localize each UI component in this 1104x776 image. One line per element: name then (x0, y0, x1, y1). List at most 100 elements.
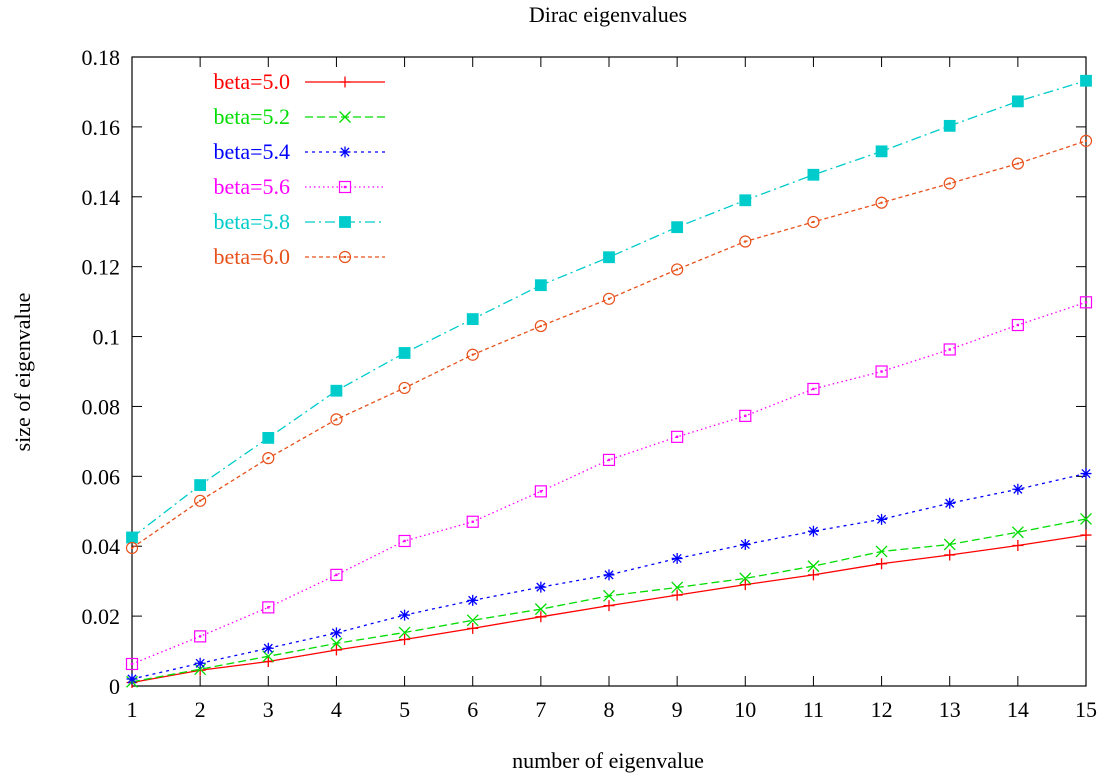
data-point-circle-open (943, 177, 956, 190)
data-point-square-dot (948, 348, 951, 351)
data-point-circle-dot (744, 240, 747, 243)
series-beta-5-8 (126, 74, 1092, 544)
data-point-circle-dot (1084, 139, 1088, 143)
data-point-square-filled (339, 216, 351, 228)
data-point-circle-dot (1016, 162, 1020, 165)
data-point-star (194, 657, 206, 669)
series-layer (125, 74, 1093, 689)
data-point-circle-open (602, 292, 616, 305)
data-point-square-dot (812, 387, 815, 391)
data-point-star (262, 642, 274, 654)
data-point-square-open (262, 601, 275, 614)
x-tick-label: 15 (1075, 697, 1097, 722)
data-point-plus (876, 558, 888, 570)
data-point-star (1012, 483, 1024, 495)
y-tick-label: 0.18 (82, 45, 121, 70)
data-point-square-filled (126, 531, 138, 544)
data-point-square-filled (466, 313, 479, 325)
data-point-square-filled (534, 279, 547, 292)
data-point-cross (1011, 526, 1024, 539)
x-tick-label: 6 (467, 697, 478, 722)
data-point-star (1080, 468, 1092, 480)
data-point-cross (1080, 513, 1092, 525)
data-point-plus (399, 634, 411, 646)
data-point-square-open (739, 409, 752, 422)
data-point-square-dot (335, 573, 338, 577)
legend-label: beta=5.6 (213, 174, 290, 199)
data-point-circle-dot (267, 456, 270, 460)
data-point-star (603, 569, 615, 581)
data-point-circle-dot (403, 386, 406, 390)
x-tick-label: 13 (939, 697, 961, 722)
data-point-square-open (671, 430, 684, 443)
data-point-square-open (875, 365, 888, 378)
data-point-circle-dot (880, 201, 883, 204)
data-point-circle-open (1011, 157, 1024, 170)
legend-entry: beta=5.0 (213, 69, 385, 94)
y-axis-title: size of eigenvalue (10, 293, 35, 452)
data-point-circle-dot (812, 220, 815, 224)
x-tick-label: 5 (399, 697, 410, 722)
data-point-square-filled (1011, 95, 1024, 108)
data-point-cross (875, 545, 888, 558)
data-point-square-dot (539, 490, 543, 493)
data-point-plus (807, 569, 819, 581)
data-point-plus (739, 579, 751, 591)
data-point-square-open (338, 180, 352, 194)
data-point-star (339, 146, 351, 158)
data-point-square-filled (943, 119, 956, 132)
data-point-square-dot (198, 635, 202, 638)
data-point-circle-open (262, 452, 275, 465)
series-beta-5-0 (126, 529, 1092, 689)
data-point-cross (398, 626, 411, 639)
data-point-square-open (1011, 318, 1024, 332)
y-tick-label: 0.1 (93, 325, 121, 350)
x-tick-label: 9 (672, 697, 683, 722)
y-tick-label: 0 (109, 674, 120, 699)
x-tick-label: 3 (263, 697, 274, 722)
series-beta-5-6 (125, 296, 1093, 671)
legend-entry: beta=6.0 (213, 244, 385, 269)
x-tick-label: 12 (871, 697, 893, 722)
series-line (131, 472, 1087, 680)
data-point-square-filled (1080, 74, 1092, 87)
data-point-circle-dot (948, 182, 951, 185)
data-point-square-filled (875, 145, 888, 158)
x-tick-label: 1 (127, 697, 138, 722)
data-point-square-filled (262, 431, 275, 444)
data-point-square-filled (671, 221, 684, 234)
data-point-cross (739, 572, 752, 585)
data-point-circle-open (330, 413, 343, 426)
data-point-circle-open (398, 381, 411, 395)
data-point-square-filled (194, 479, 207, 491)
data-point-square-dot (744, 414, 747, 418)
data-point-cross (534, 603, 547, 616)
legend-label: beta=5.8 (213, 209, 290, 234)
data-point-circle-open (466, 348, 479, 361)
data-point-circle-open (739, 235, 752, 248)
data-point-circle-open (807, 215, 820, 229)
series-beta-5-2 (126, 513, 1092, 688)
data-point-cross (466, 614, 479, 627)
data-point-cross (603, 589, 615, 602)
data-point-square-open (125, 657, 139, 671)
data-point-square-open (807, 382, 820, 396)
data-point-circle-dot (335, 418, 338, 421)
data-point-circle-dot (343, 255, 347, 259)
data-point-circle-dot (130, 546, 134, 550)
data-point-circle-dot (675, 268, 679, 271)
data-point-star (535, 581, 547, 593)
data-point-circle-open (125, 541, 139, 555)
data-point-star (467, 594, 479, 606)
data-point-square-filled (807, 168, 820, 181)
data-point-square-open (602, 453, 616, 467)
data-point-circle-dot (198, 499, 202, 502)
series-line (131, 140, 1087, 549)
data-point-square-open (943, 343, 956, 356)
data-point-star (330, 627, 342, 639)
data-point-plus (671, 589, 683, 601)
data-point-plus (603, 600, 615, 612)
data-point-circle-dot (539, 324, 543, 328)
x-tick-label: 8 (604, 697, 615, 722)
